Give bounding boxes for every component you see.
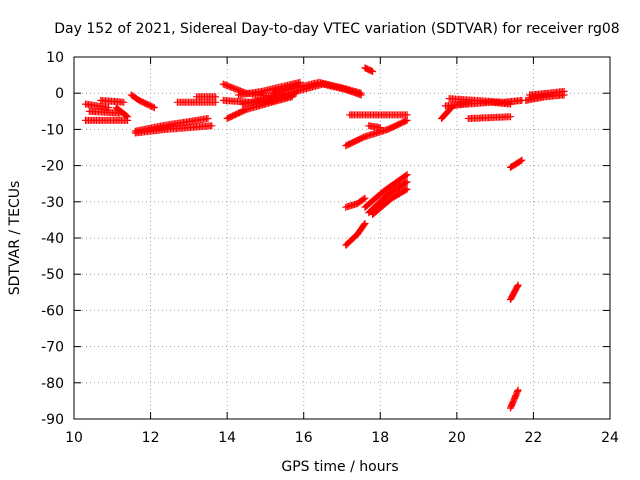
x-tick-label: 22: [525, 430, 543, 446]
series-markers: [82, 100, 112, 112]
series-arc-25: [342, 220, 369, 249]
series-arc-21: [342, 194, 369, 211]
x-tick-label: 24: [601, 430, 619, 446]
chart-title: Day 152 of 2021, Sidereal Day-to-day VTE…: [54, 21, 619, 37]
series-arc-02: [82, 116, 132, 124]
y-tick-label: -50: [41, 267, 64, 283]
series-arc-06: [127, 91, 158, 112]
series-markers: [131, 122, 216, 137]
series-markers: [507, 386, 522, 412]
series-arc-19: [365, 122, 384, 132]
series-arc-03: [85, 107, 124, 117]
series-markers: [82, 116, 132, 124]
x-tick-label: 12: [142, 430, 160, 446]
series-markers: [97, 96, 128, 106]
series-arc-16: [269, 78, 365, 97]
y-tick-label: -60: [41, 303, 64, 319]
series-markers: [235, 78, 304, 99]
x-tick-label: 10: [65, 430, 83, 446]
series-markers: [445, 95, 526, 106]
y-tick-label: -30: [41, 195, 64, 211]
series-arc-01: [82, 100, 112, 112]
series-markers: [365, 122, 384, 132]
x-tick-label: 16: [295, 430, 313, 446]
series-arc-10: [193, 93, 220, 101]
x-tick-label: 20: [448, 430, 466, 446]
series-markers: [361, 171, 411, 211]
series-arc-30: [507, 156, 526, 171]
series-arc-34: [507, 386, 522, 412]
series-arc-17: [361, 64, 377, 75]
y-tick-label: -10: [41, 122, 64, 138]
y-tick-label: 0: [55, 86, 64, 102]
series-arc-32: [526, 87, 568, 99]
grid-lines: [74, 57, 610, 419]
series-markers: [342, 194, 369, 211]
y-tick-label: -80: [41, 376, 64, 392]
series-arc-04: [97, 96, 128, 106]
series-arc-09: [173, 98, 220, 106]
series-markers: [193, 93, 220, 101]
x-axis-label: GPS time / hours: [281, 459, 398, 475]
series-markers: [507, 281, 522, 303]
series-markers: [346, 111, 411, 119]
series-markers: [112, 104, 132, 121]
series-arc-05: [112, 104, 132, 121]
series-markers: [269, 78, 365, 97]
series-markers: [526, 87, 568, 99]
series-arc-22: [361, 171, 411, 211]
series-arc-08: [131, 122, 216, 137]
series-markers: [127, 91, 158, 112]
y-axis-label: SDTVAR / TECUs: [7, 181, 23, 296]
y-tick-label: -20: [41, 159, 64, 175]
series-markers: [173, 98, 220, 106]
series-arc-28: [445, 95, 526, 106]
series-arc-13: [235, 78, 304, 99]
data-series: [82, 64, 568, 412]
series-arc-20: [342, 116, 411, 150]
series-markers: [365, 178, 411, 217]
y-tick-label: 10: [46, 50, 64, 66]
x-tick-label: 14: [218, 430, 236, 446]
series-markers: [342, 220, 369, 249]
y-tick-label: -70: [41, 340, 64, 356]
series-arc-33: [507, 281, 522, 303]
y-tick-label: -40: [41, 231, 64, 247]
series-markers: [361, 64, 377, 75]
series-markers: [507, 156, 526, 171]
series-arc-18: [346, 111, 411, 119]
axis-ticks: 10 12 14 16 18 20 22 24 10 0 -10 -20 -30 -40 -50 -60 -70…: [41, 50, 619, 446]
x-tick-label: 18: [371, 430, 389, 446]
series-arc-24: [369, 185, 411, 218]
series-markers: [464, 113, 514, 122]
series-arc-23: [365, 178, 411, 217]
series-arc-29: [464, 113, 514, 122]
series-markers: [342, 116, 411, 150]
y-tick-label: -90: [41, 412, 64, 428]
series-markers: [369, 185, 411, 218]
series-markers: [85, 107, 124, 117]
